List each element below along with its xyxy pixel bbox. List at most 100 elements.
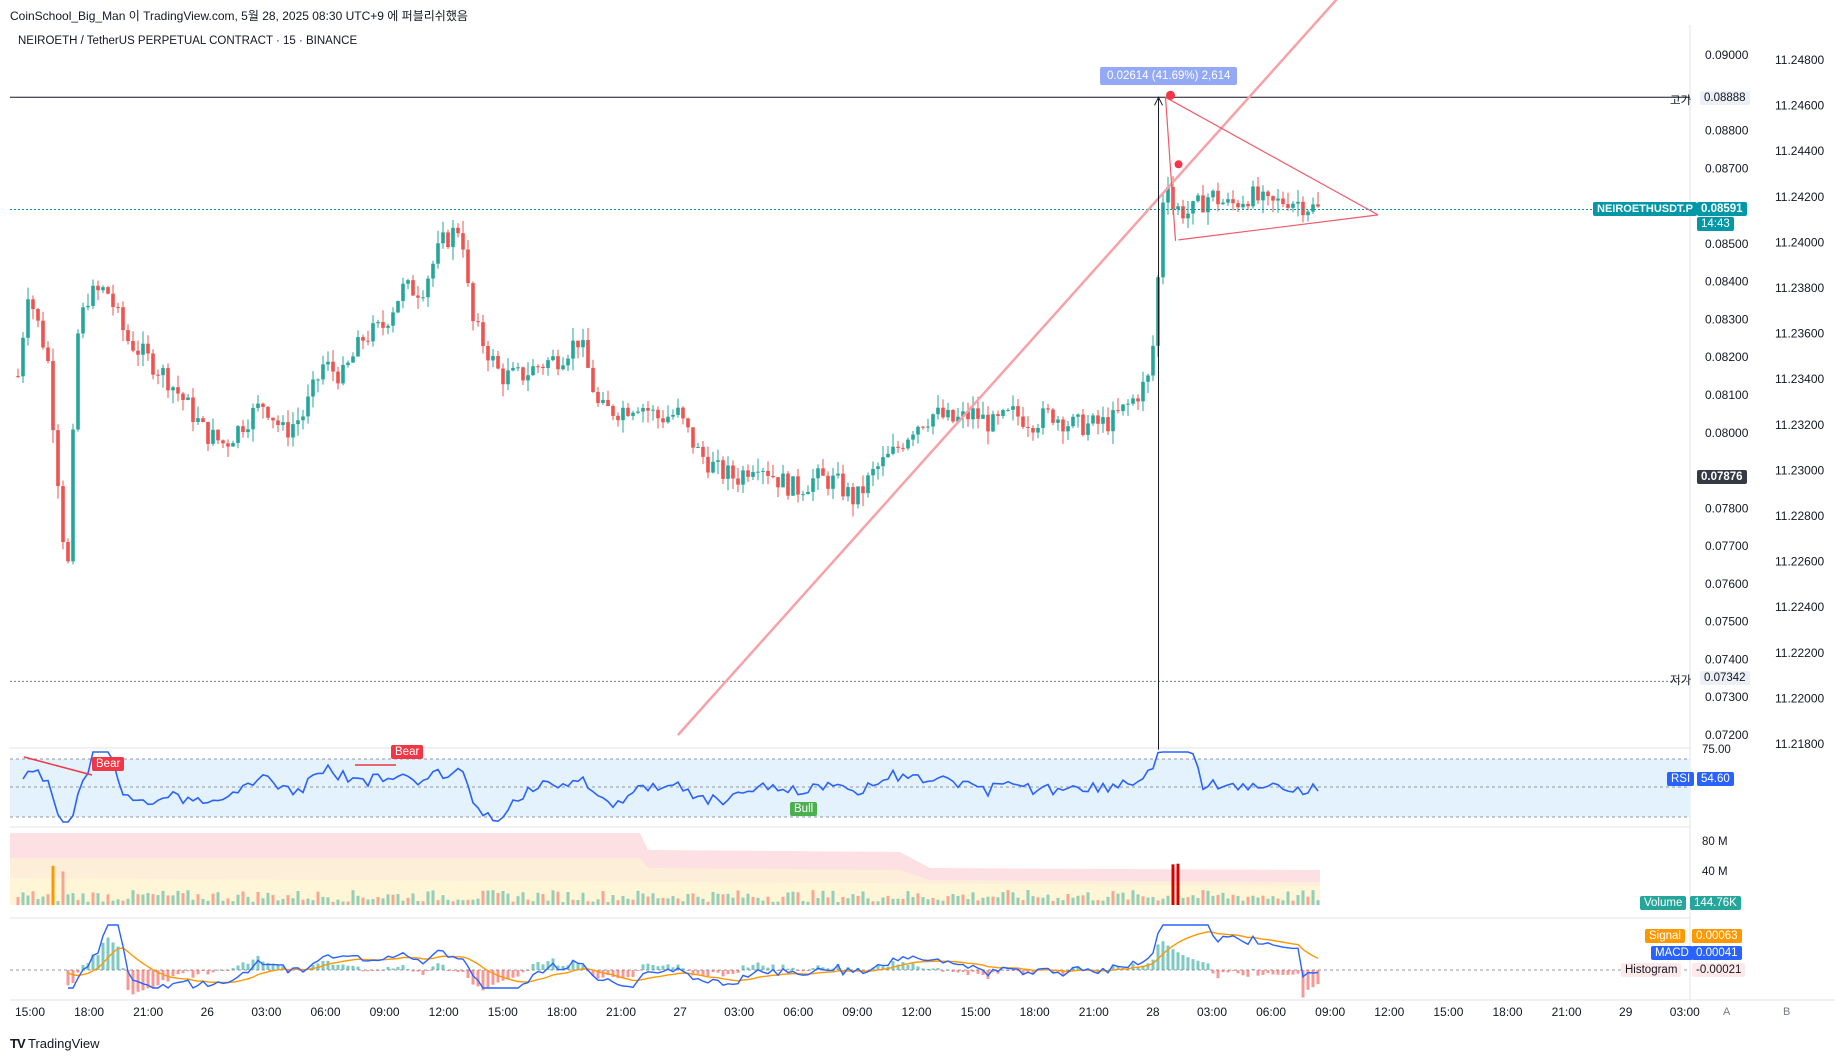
macd-histogram-bar xyxy=(646,963,650,970)
time-tick: 21:00 xyxy=(133,1005,163,1019)
b-scale-button[interactable]: B xyxy=(1783,1006,1791,1018)
candle-body xyxy=(1061,419,1065,432)
volume-bar xyxy=(1106,896,1110,905)
candle-body xyxy=(1296,201,1300,204)
volume-bar xyxy=(1256,897,1260,905)
tradingview-logo[interactable]: TV TradingView xyxy=(10,1036,100,1051)
macd-histogram-bar xyxy=(281,965,285,970)
volume-bar xyxy=(251,901,255,905)
time-tick: 03:00 xyxy=(1670,1005,1700,1019)
candle-body xyxy=(91,285,95,306)
candle-body xyxy=(761,470,765,472)
volume-bar xyxy=(906,891,910,905)
price-tick-left: 0.08700 xyxy=(1705,161,1749,175)
candle-body xyxy=(911,434,915,440)
volume-bar xyxy=(961,894,965,905)
symbol-line[interactable]: NEIROETH / TetherUS PERPETUAL CONTRACT ·… xyxy=(18,35,358,47)
candle-body xyxy=(1206,197,1210,213)
candle-body xyxy=(1246,203,1250,207)
candle-body xyxy=(261,403,265,407)
candle-body xyxy=(1141,381,1145,402)
volume-bar xyxy=(101,901,105,905)
macd-histogram-bar xyxy=(1136,967,1140,970)
volume-bar xyxy=(471,899,475,905)
volume-bar xyxy=(1116,893,1120,905)
volume-bar xyxy=(141,894,145,905)
volume-bar xyxy=(881,897,885,905)
macd-histogram-bar xyxy=(461,970,465,972)
volume-bar xyxy=(396,894,400,905)
macd-histogram-bar xyxy=(1076,966,1080,970)
candle-body xyxy=(586,340,590,368)
candle-body xyxy=(1036,427,1040,433)
candle-body xyxy=(571,340,575,359)
candle-body xyxy=(1181,206,1185,219)
volume-bar xyxy=(691,893,695,905)
macd-histogram-bar xyxy=(441,964,445,970)
volume-bar xyxy=(681,901,685,905)
high-label: 고가 xyxy=(1670,95,1692,107)
volume-bar xyxy=(786,892,790,905)
volume-bar xyxy=(941,900,945,905)
volume-bar xyxy=(1161,898,1165,905)
volume-bar xyxy=(496,893,500,905)
volume-bar xyxy=(1306,896,1310,905)
macd-histogram-bar xyxy=(1061,970,1065,975)
volume-bar xyxy=(1206,890,1210,905)
volume-bar xyxy=(476,898,480,905)
volume-bar xyxy=(996,897,1000,905)
macd-histogram-bar xyxy=(711,970,715,973)
candle-body xyxy=(631,412,635,416)
time-tick: 26 xyxy=(201,1005,215,1019)
histogram-name-tag: Histogram xyxy=(1621,963,1682,977)
macd-histogram-bar xyxy=(571,959,575,970)
volume-bar xyxy=(851,894,855,905)
macd-histogram-bar xyxy=(751,964,755,970)
price-tick-left: 0.08000 xyxy=(1705,426,1749,440)
volume-bar xyxy=(481,890,485,905)
candle-body xyxy=(686,418,690,428)
volume-bar xyxy=(696,896,700,905)
macd-histogram-bar xyxy=(126,970,130,991)
macd-histogram-bar xyxy=(326,960,330,970)
macd-histogram-bar xyxy=(1181,954,1185,970)
candle-body xyxy=(531,366,535,376)
candle-body xyxy=(386,325,390,328)
price-tick-left: 0.08500 xyxy=(1705,237,1749,251)
macd-histogram-bar xyxy=(1176,952,1180,970)
measure-label: 0.02614 (41.69%) 2,614 xyxy=(1100,67,1238,85)
auto-scale-button[interactable]: A xyxy=(1723,1006,1731,1018)
macd-histogram-bar xyxy=(1166,945,1170,970)
price-tick-right: 11.22800 xyxy=(1775,509,1824,523)
candle-body xyxy=(1081,414,1085,436)
candle-body xyxy=(391,312,395,326)
volume-bar xyxy=(1166,895,1170,905)
time-tick: 06:00 xyxy=(1256,1005,1286,1019)
volume-bar xyxy=(721,894,725,905)
candle-body xyxy=(876,466,880,469)
volume-bar xyxy=(116,899,120,905)
volume-bar xyxy=(121,900,125,905)
candle-body xyxy=(1006,409,1010,411)
volume-bar xyxy=(391,894,395,905)
volume-bar xyxy=(1286,891,1290,905)
candle-body xyxy=(1096,415,1100,424)
macd-histogram-bar xyxy=(1211,970,1215,974)
macd-histogram-bar xyxy=(1196,960,1200,970)
candle-body xyxy=(381,322,385,328)
macd-histogram-bar xyxy=(746,967,750,970)
macd-histogram-bar xyxy=(1226,970,1230,973)
macd-histogram-bar xyxy=(121,968,125,970)
candle-body xyxy=(1256,186,1260,201)
time-tick: 15:00 xyxy=(961,1005,991,1019)
candle-body xyxy=(961,411,965,417)
candle-body xyxy=(1186,213,1190,219)
candle-body xyxy=(1311,204,1315,212)
candle-body xyxy=(861,486,865,494)
volume-bar xyxy=(506,893,510,905)
candle-body xyxy=(421,297,425,299)
volume-bar xyxy=(876,901,880,905)
macd-histogram-bar xyxy=(1306,970,1310,990)
macd-histogram-bar xyxy=(1191,959,1195,970)
